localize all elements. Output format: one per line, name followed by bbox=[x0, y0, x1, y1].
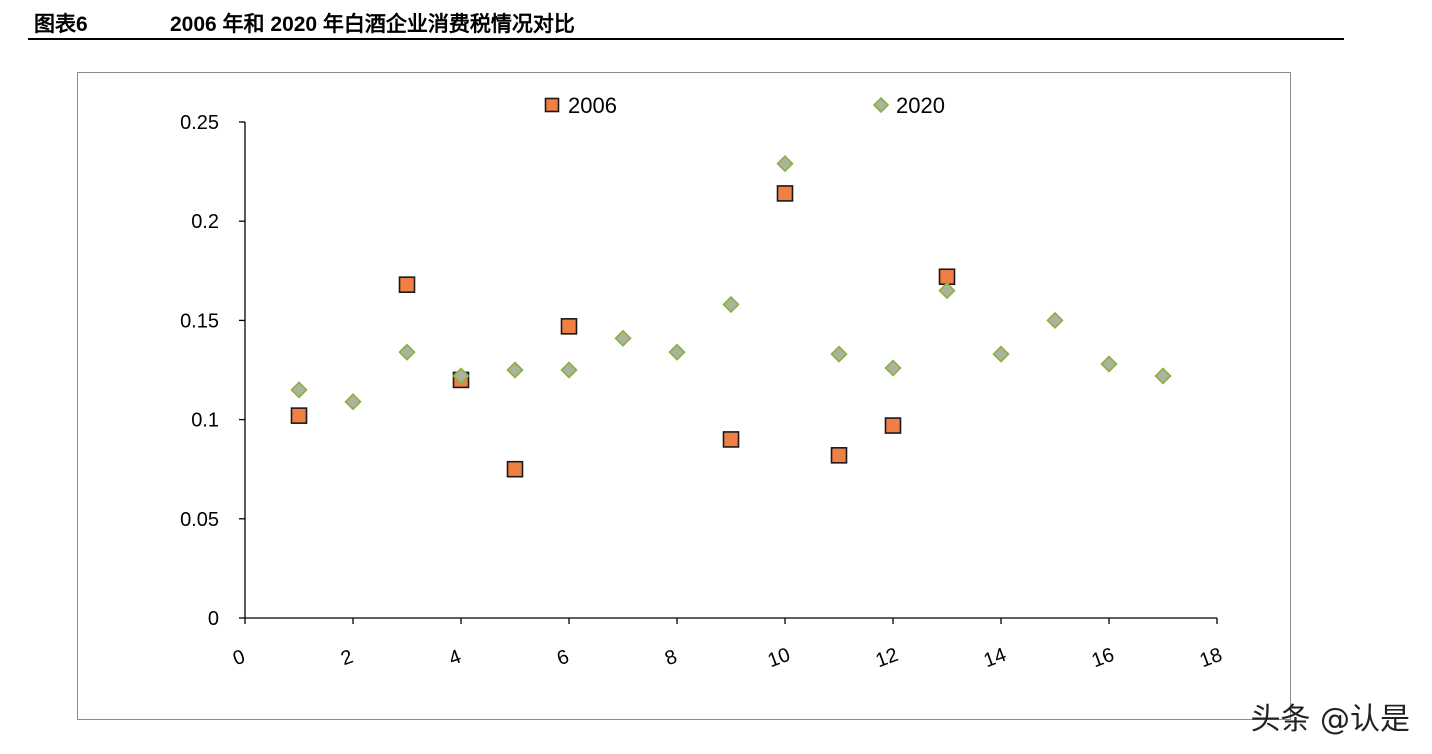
point-2020 bbox=[560, 361, 578, 379]
figure-title: 2006 年和 2020 年白酒企业消费税情况对比 bbox=[170, 13, 575, 36]
point-2020 bbox=[1154, 367, 1172, 385]
y-tick-label: 0 bbox=[208, 608, 219, 630]
point-2020 bbox=[344, 393, 362, 411]
point-2020 bbox=[776, 155, 794, 173]
x-tick-label: 8 bbox=[662, 646, 680, 670]
y-tick-label: 0.1 bbox=[191, 410, 219, 432]
x-tick-label: 6 bbox=[554, 646, 572, 670]
point-2020 bbox=[884, 359, 902, 377]
point-2006 bbox=[938, 268, 956, 286]
point-2006 bbox=[290, 407, 308, 424]
point-2020 bbox=[830, 345, 848, 363]
x-tick-label: 18 bbox=[1197, 644, 1225, 672]
watermark-text: 头条 @认是 bbox=[1250, 702, 1410, 737]
x-tick-label: 0 bbox=[230, 646, 248, 670]
point-2006 bbox=[722, 431, 740, 448]
point-2006 bbox=[398, 276, 416, 293]
figure-number: 图表6 bbox=[34, 13, 88, 36]
point-2020 bbox=[452, 367, 470, 385]
legend-marker-2006 bbox=[544, 97, 560, 113]
figure-header: 图表6 2006 年和 2020 年白酒企业消费税情况对比 bbox=[28, 6, 1344, 40]
chart-frame bbox=[77, 72, 1291, 720]
legend-label: 2006 bbox=[568, 93, 617, 118]
x-tick-label: 10 bbox=[765, 644, 793, 672]
x-tick-label: 4 bbox=[446, 646, 464, 670]
point-2020 bbox=[1046, 311, 1064, 330]
chart-axes: 0 0.05 0.1 0.15 0.2 0.25 0 2 4 6 8 10 12 14 16 18 bbox=[180, 112, 1225, 672]
y-tick-label: 0.2 bbox=[191, 211, 219, 233]
point-2020 bbox=[614, 329, 632, 347]
x-tick-label: 12 bbox=[873, 644, 901, 672]
legend-label: 2020 bbox=[896, 93, 945, 118]
point-2020 bbox=[398, 343, 416, 361]
point-2020 bbox=[938, 282, 956, 300]
point-2006 bbox=[560, 318, 578, 335]
chart-legend: 2006 2020 bbox=[544, 93, 945, 118]
chart-marks bbox=[290, 155, 1172, 478]
point-2006 bbox=[776, 185, 794, 202]
point-2006 bbox=[830, 447, 848, 464]
point-2020 bbox=[290, 381, 308, 399]
point-2020 bbox=[722, 295, 740, 314]
legend-marker-2020 bbox=[872, 96, 890, 114]
y-tick-label: 0.15 bbox=[180, 310, 219, 332]
point-2006 bbox=[506, 460, 524, 478]
point-2020 bbox=[506, 361, 524, 379]
x-tick-label: 2 bbox=[338, 646, 356, 670]
x-tick-label: 14 bbox=[981, 644, 1009, 672]
point-2020 bbox=[992, 345, 1010, 363]
y-tick-label: 0.25 bbox=[180, 112, 219, 134]
point-2020 bbox=[1100, 355, 1118, 373]
point-2020 bbox=[668, 343, 686, 361]
y-tick-label: 0.05 bbox=[180, 509, 219, 531]
x-tick-label: 16 bbox=[1089, 644, 1117, 672]
point-2006 bbox=[884, 417, 902, 434]
